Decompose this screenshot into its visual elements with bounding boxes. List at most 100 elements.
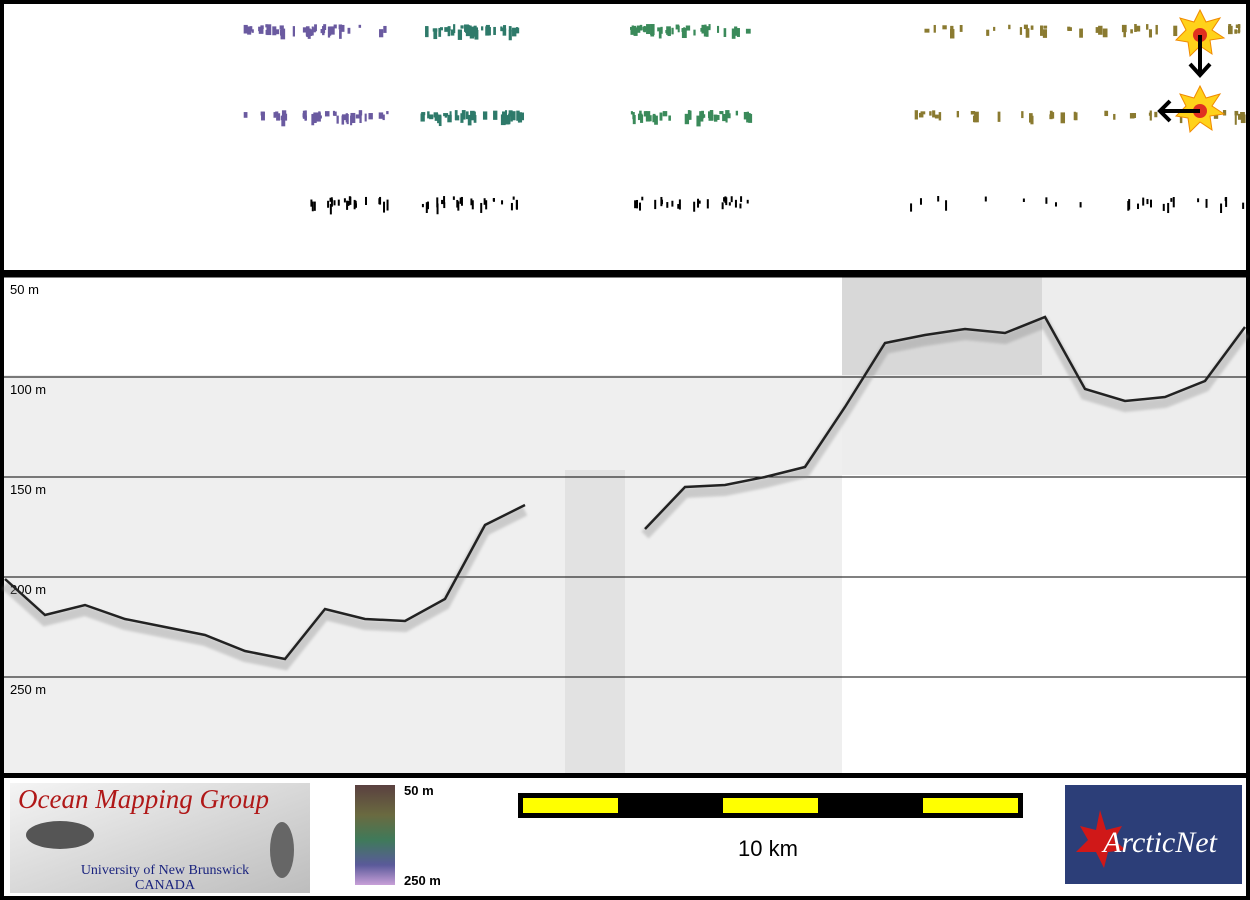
track-dot: [1235, 24, 1241, 29]
track-dot: [516, 27, 520, 34]
track-dot: [728, 202, 731, 206]
track-dot: [701, 110, 704, 119]
track-dot: [323, 24, 327, 31]
track-dot: [329, 197, 332, 202]
track-dot: [347, 27, 351, 34]
track-dot: [709, 110, 714, 116]
track-dot: [1134, 24, 1137, 32]
track-dot: [502, 28, 507, 36]
track-dot: [365, 196, 368, 206]
track-dot: [972, 115, 978, 123]
track-dot: [492, 198, 495, 202]
track-dot: [481, 26, 484, 31]
track-dot: [1030, 25, 1034, 30]
track-dot: [1029, 113, 1033, 123]
track-dot: [1148, 112, 1152, 116]
track-dot: [708, 24, 711, 29]
track-dot: [984, 196, 987, 202]
track-dot: [459, 197, 462, 204]
track-dot: [706, 199, 709, 209]
track-dot: [433, 28, 438, 40]
track-dot: [470, 26, 475, 36]
track-dot: [722, 113, 726, 122]
seabed-echo-shadow: [1, 316, 1250, 671]
track-dot: [1197, 198, 1200, 203]
track-dot: [441, 199, 444, 205]
track-dot: [273, 112, 277, 118]
track-dot: [330, 199, 333, 207]
track-dot: [292, 26, 295, 37]
track-dot: [659, 112, 663, 121]
track-dot: [475, 27, 479, 34]
track-dot: [354, 203, 357, 208]
track-dot: [1170, 198, 1173, 202]
track-dot: [329, 203, 332, 215]
track-dot: [302, 27, 307, 33]
track-dot: [1135, 25, 1141, 32]
track-dot: [910, 203, 913, 212]
track-dot: [260, 25, 264, 30]
track-dot: [919, 198, 922, 205]
track-dot: [426, 201, 429, 210]
track-dot: [986, 29, 990, 36]
track-dot: [461, 110, 466, 120]
track-dot: [1172, 197, 1175, 208]
track-dot: [1242, 202, 1245, 209]
track-dot: [706, 26, 711, 31]
track-dot: [681, 28, 686, 32]
track-dot: [368, 113, 373, 120]
track-dot: [382, 114, 385, 121]
track-dot: [1234, 29, 1238, 34]
track-dot: [350, 112, 356, 123]
track-dot: [258, 28, 264, 34]
track-dot: [1224, 197, 1227, 202]
track-dot: [438, 27, 442, 37]
track-dot: [645, 111, 651, 122]
track-dot: [421, 203, 424, 208]
track-dot: [1040, 25, 1043, 36]
track-dot: [473, 25, 477, 31]
track-dot: [501, 200, 504, 205]
track-dot: [480, 202, 483, 213]
track-dot: [1142, 197, 1145, 206]
track-dot: [630, 29, 635, 35]
y-tick-label: 150 m: [10, 482, 46, 497]
track-dot: [639, 110, 642, 115]
track-dot: [1019, 27, 1023, 35]
track-dot: [427, 111, 430, 119]
track-dot: [383, 201, 386, 213]
track-dot: [279, 25, 284, 30]
track-dot: [465, 111, 469, 118]
track-dot: [425, 26, 429, 37]
track-dot: [379, 29, 384, 38]
track-dot: [280, 115, 285, 121]
track-dot: [355, 114, 360, 119]
track-dot: [730, 196, 733, 203]
track-dot: [260, 111, 265, 116]
scale-label: 10 km: [738, 836, 798, 861]
track-dot: [1149, 199, 1152, 208]
track-dot: [460, 113, 464, 123]
track-dot: [433, 112, 438, 118]
y-tick-label: 250 m: [10, 682, 46, 697]
track-dot: [1228, 25, 1233, 35]
track-dot: [945, 200, 948, 211]
track-dot: [516, 110, 520, 121]
track-dot: [1162, 203, 1165, 211]
track-dot: [346, 114, 349, 125]
track-dot: [1123, 27, 1126, 38]
track-dot: [500, 26, 503, 32]
track-dot: [275, 29, 280, 35]
track-dot: [745, 28, 751, 34]
track-dot: [339, 29, 342, 39]
track-dot: [734, 199, 737, 208]
track-dot: [243, 112, 248, 118]
overview-tracks: [243, 24, 1246, 215]
track-dot: [420, 113, 425, 122]
track-dot: [1074, 112, 1078, 121]
track-dot: [310, 199, 313, 207]
track-dot: [723, 28, 727, 37]
track-dot: [725, 197, 728, 206]
track-dot: [678, 199, 681, 210]
echogram-left: [4, 375, 842, 773]
